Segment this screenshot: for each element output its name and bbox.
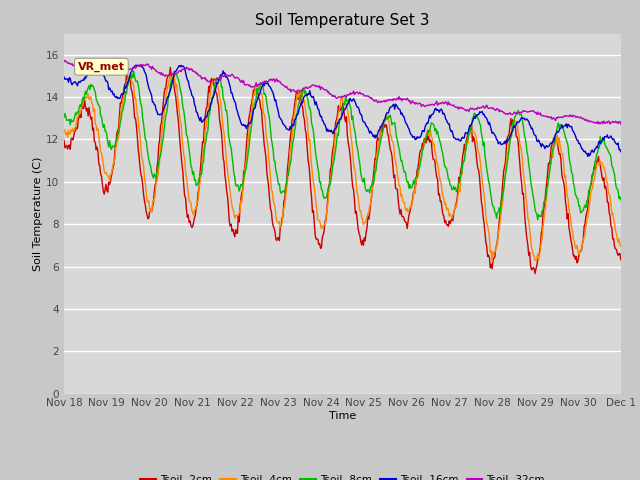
Tsoil -8cm (617, 197, 625, 203)
Tsoil -4cm (588, 187, 595, 193)
Tsoil -8cm (60, 114, 68, 120)
Tsoil -32cm (257, 80, 264, 85)
Tsoil -4cm (90, 108, 97, 114)
Tsoil -2cm (330, 142, 338, 147)
Tsoil -16cm (234, 112, 242, 118)
Tsoil -8cm (257, 82, 264, 87)
Tsoil -32cm (90, 62, 98, 68)
Tsoil -4cm (617, 243, 625, 249)
Tsoil -2cm (285, 157, 292, 163)
Tsoil -4cm (257, 90, 264, 96)
Tsoil -4cm (60, 127, 68, 132)
Y-axis label: Soil Temperature (C): Soil Temperature (C) (33, 156, 43, 271)
Line: Tsoil -32cm: Tsoil -32cm (64, 60, 621, 124)
Tsoil -8cm (90, 84, 97, 90)
Line: Tsoil -4cm: Tsoil -4cm (64, 72, 621, 261)
Tsoil -16cm (90, 68, 97, 74)
Tsoil -16cm (132, 62, 140, 68)
Line: Tsoil -2cm: Tsoil -2cm (64, 67, 621, 274)
Tsoil -8cm (534, 217, 541, 223)
Tsoil -8cm (130, 68, 138, 74)
Text: VR_met: VR_met (78, 61, 125, 72)
Tsoil -4cm (170, 69, 178, 74)
Tsoil -32cm (587, 118, 595, 124)
Tsoil -2cm (60, 137, 68, 143)
Tsoil -8cm (234, 183, 242, 189)
Tsoil -16cm (285, 127, 292, 132)
Tsoil -32cm (60, 59, 68, 65)
Tsoil -4cm (285, 169, 292, 175)
Tsoil -16cm (588, 148, 595, 154)
Title: Soil Temperature Set 3: Soil Temperature Set 3 (255, 13, 429, 28)
Tsoil -16cm (60, 74, 68, 80)
Line: Tsoil -8cm: Tsoil -8cm (64, 71, 621, 220)
Tsoil -8cm (330, 158, 338, 164)
Tsoil -2cm (617, 257, 625, 263)
Tsoil -8cm (285, 172, 292, 178)
Tsoil -16cm (330, 128, 338, 134)
Legend: Tsoil -2cm, Tsoil -4cm, Tsoil -8cm, Tsoil -16cm, Tsoil -32cm: Tsoil -2cm, Tsoil -4cm, Tsoil -8cm, Tsoi… (136, 471, 549, 480)
Tsoil -2cm (588, 180, 595, 186)
Tsoil -16cm (257, 88, 264, 94)
Tsoil -2cm (531, 271, 539, 276)
Tsoil -8cm (588, 180, 595, 185)
Tsoil -4cm (234, 213, 242, 218)
Tsoil -2cm (257, 105, 264, 111)
Tsoil -32cm (617, 121, 625, 127)
Tsoil -2cm (90, 125, 97, 131)
Tsoil -32cm (61, 58, 68, 63)
Tsoil -16cm (617, 149, 625, 155)
Tsoil -32cm (234, 75, 242, 81)
Tsoil -4cm (488, 258, 496, 264)
Tsoil -32cm (285, 86, 292, 92)
Tsoil -2cm (166, 64, 174, 70)
X-axis label: Time: Time (329, 411, 356, 421)
Tsoil -2cm (234, 213, 242, 218)
Line: Tsoil -16cm: Tsoil -16cm (64, 65, 621, 156)
Tsoil -4cm (330, 149, 338, 155)
Tsoil -16cm (584, 154, 591, 159)
Tsoil -32cm (330, 94, 338, 99)
